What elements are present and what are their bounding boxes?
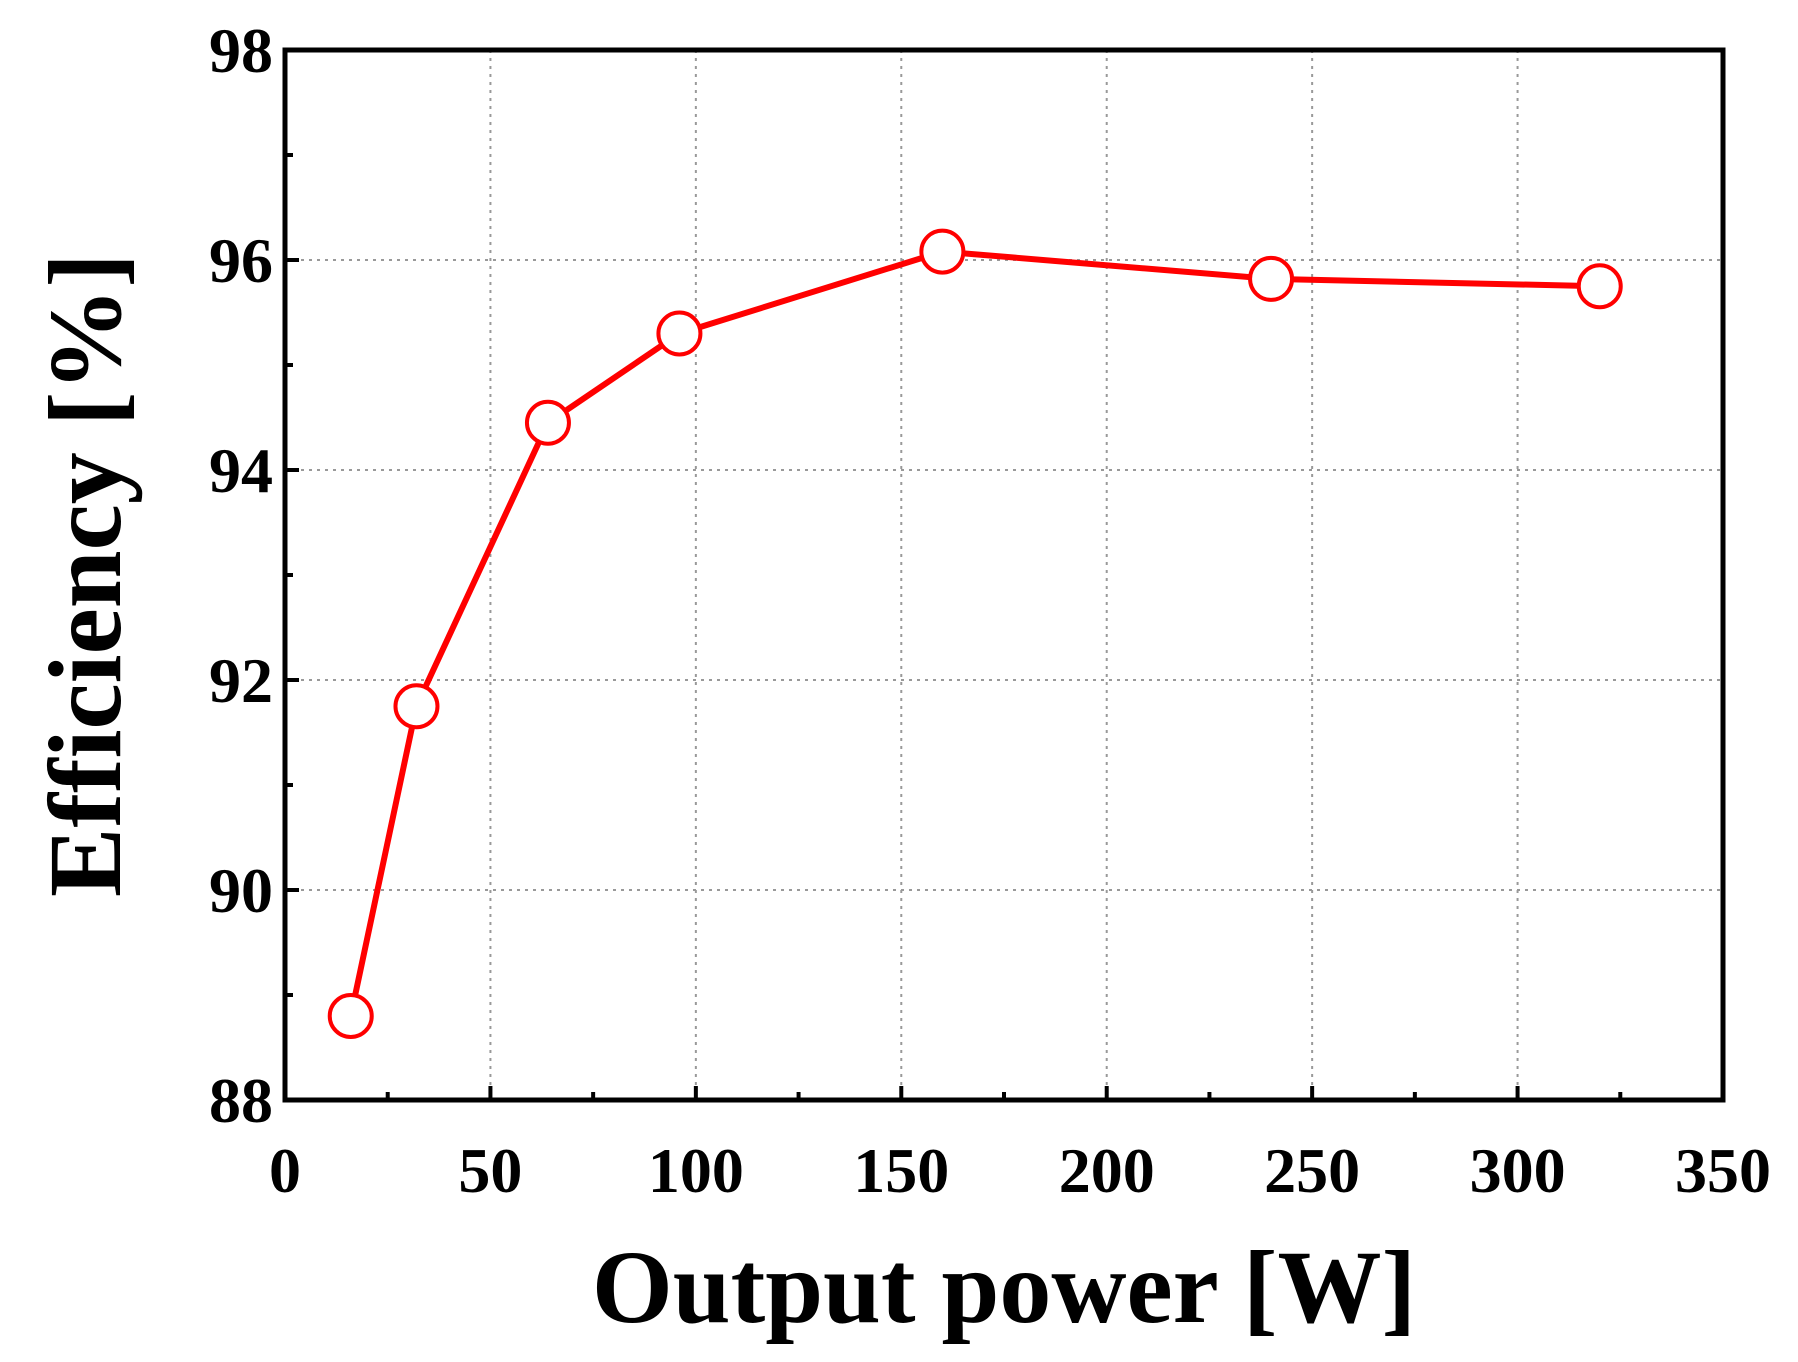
data-point bbox=[327, 993, 374, 1039]
grid-lines bbox=[285, 50, 1723, 1100]
x-tick-label: 150 bbox=[853, 1135, 949, 1206]
data-point bbox=[524, 399, 571, 446]
data-point bbox=[1248, 255, 1295, 302]
plot-frame bbox=[282, 47, 1726, 1103]
y-tick-label: 98 bbox=[209, 15, 273, 86]
x-tick-label: 50 bbox=[458, 1135, 522, 1206]
data-point bbox=[919, 228, 966, 275]
x-tick-label: 350 bbox=[1675, 1135, 1771, 1206]
y-axis-title: Efficiency [%] bbox=[28, 253, 143, 897]
data-point bbox=[393, 683, 440, 730]
x-tick-label: 0 bbox=[269, 1135, 301, 1206]
axis-ticks bbox=[283, 48, 1725, 1102]
series-line bbox=[347, 248, 1600, 1017]
series-layer bbox=[327, 228, 1623, 1039]
y-tick-label: 90 bbox=[209, 855, 273, 926]
x-tick-labels: 0 50 100 150 200 250 300 350 bbox=[269, 1135, 1771, 1206]
y-tick-label: 92 bbox=[209, 645, 273, 716]
y-tick-label: 94 bbox=[209, 435, 273, 506]
x-tick-label: 100 bbox=[648, 1135, 744, 1206]
x-axis-title: Output power [W] bbox=[592, 1230, 1416, 1345]
x-tick-label: 300 bbox=[1470, 1135, 1566, 1206]
y-tick-label: 88 bbox=[209, 1065, 273, 1136]
y-tick-label: 96 bbox=[209, 225, 273, 296]
y-tick-labels: 88 90 92 94 96 98 bbox=[209, 15, 273, 1136]
x-tick-label: 200 bbox=[1059, 1135, 1155, 1206]
data-point bbox=[1576, 263, 1623, 310]
data-point bbox=[656, 310, 703, 357]
x-tick-label: 250 bbox=[1264, 1135, 1360, 1206]
